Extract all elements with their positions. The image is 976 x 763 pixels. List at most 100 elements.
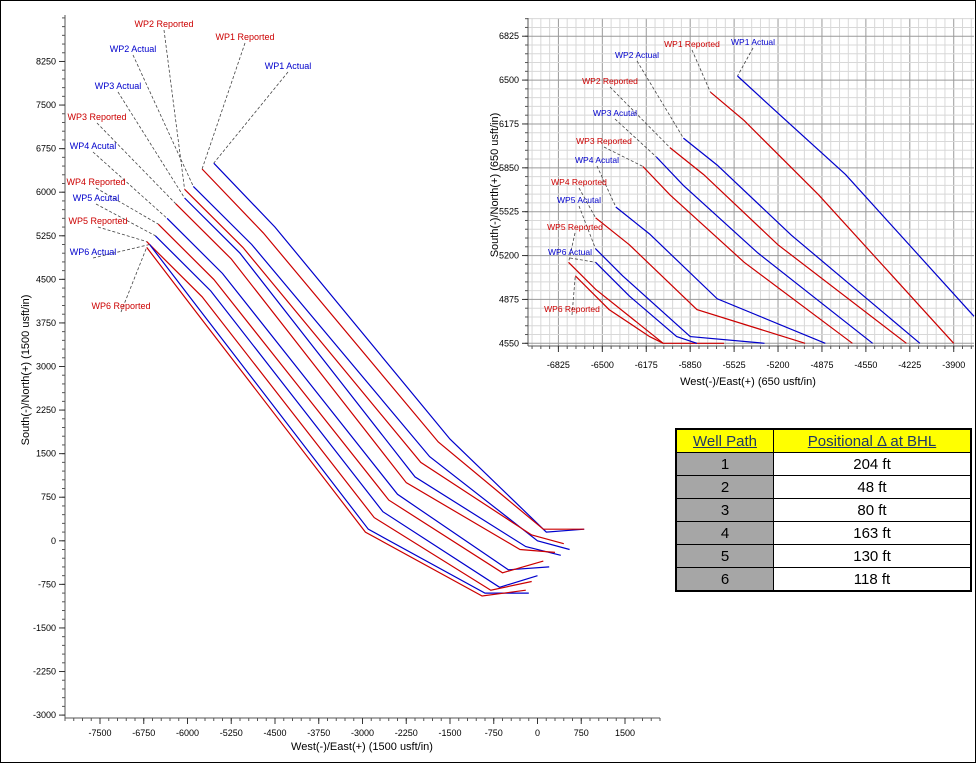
- series-annotation: WP6 Actual: [70, 247, 117, 257]
- table-header-row: Well Path Positional Δ at BHL: [675, 428, 972, 453]
- y-tick-label: 4875: [499, 294, 519, 304]
- series-annotation: WP4 Acutal: [70, 141, 117, 151]
- series-annotation: WP3 Acutal: [593, 108, 637, 118]
- well-path-cell: 1: [675, 452, 774, 476]
- table-row: 6 118 ft: [675, 567, 972, 592]
- y-tick-label: -1500: [33, 623, 56, 633]
- annotation-leader-line: [568, 232, 576, 263]
- series-line-wp1-actual: [213, 162, 585, 533]
- x-tick-label: -5200: [767, 360, 790, 370]
- annotation-leader-line: [571, 275, 576, 316]
- annotation-leader-line: [603, 146, 644, 167]
- series-line-wp5-actual: [154, 235, 538, 588]
- series-line-wp3-actual: [655, 156, 873, 344]
- well-path-cell: 3: [675, 498, 774, 522]
- delta-cell: 163 ft: [773, 521, 972, 545]
- x-tick-label: -4225: [898, 360, 921, 370]
- table-row: 2 48 ft: [675, 475, 972, 499]
- series-line-wp1-reported: [201, 168, 585, 530]
- series-line-wp1-reported: [710, 91, 955, 344]
- series-line-wp5-reported: [146, 241, 532, 591]
- x-tick-label: -1500: [438, 728, 461, 738]
- y-tick-label: 5850: [499, 163, 519, 173]
- annotation-leader-line: [95, 187, 159, 225]
- series-line-wp4-actual: [615, 206, 826, 344]
- y-tick-label: 6175: [499, 119, 519, 129]
- table-row: 1 204 ft: [675, 452, 972, 476]
- series-annotation: WP4 Acutal: [575, 155, 619, 165]
- main-x-axis-label: West(-)/East(+) (1500 usft/in): [291, 741, 433, 753]
- annotation-leader-line: [120, 247, 148, 313]
- y-tick-label: 7500: [36, 100, 56, 110]
- series-annotation: WP4 Reported: [66, 177, 125, 187]
- series-annotation: WP1 Actual: [265, 61, 312, 71]
- annotation-leader-line: [201, 42, 246, 170]
- well-path-cell: 4: [675, 521, 774, 545]
- delta-cell: 118 ft: [773, 567, 972, 592]
- series-annotation: WP3 Reported: [67, 112, 126, 122]
- x-tick-label: -4875: [810, 360, 833, 370]
- series-annotation: WP2 Reported: [582, 76, 638, 86]
- annotation-leader-line: [96, 122, 177, 205]
- annotation-leader-line: [163, 29, 185, 190]
- series-line-wp6-actual: [595, 261, 698, 344]
- series-annotation: WP3 Actual: [95, 81, 142, 91]
- y-tick-label: 4500: [36, 274, 56, 284]
- x-tick-label: -5250: [220, 728, 243, 738]
- x-tick-label: -6750: [132, 728, 155, 738]
- series-line-wp5-reported: [568, 261, 724, 344]
- series-line-wp6-reported: [146, 247, 526, 597]
- x-tick-label: -6500: [591, 360, 614, 370]
- x-tick-label: -7500: [88, 728, 111, 738]
- x-tick-label: -4550: [854, 360, 877, 370]
- series-line-wp5-actual: [595, 248, 765, 344]
- y-tick-label: -2250: [33, 667, 56, 677]
- y-tick-label: 5525: [499, 207, 519, 217]
- series-line-wp4-actual: [166, 217, 550, 571]
- x-tick-label: -6000: [176, 728, 199, 738]
- x-tick-label: -4500: [263, 728, 286, 738]
- inset-x-axis-label: West(-)/East(+) (650 usft/in): [680, 376, 816, 388]
- annotation-leader-line: [614, 118, 657, 158]
- series-line-wp2-reported: [669, 147, 907, 344]
- series-annotation: WP2 Actual: [615, 50, 659, 60]
- series-line-wp2-actual: [683, 137, 921, 344]
- x-tick-label: 0: [535, 728, 540, 738]
- y-tick-label: -3000: [33, 710, 56, 720]
- y-tick-label: 6500: [499, 75, 519, 85]
- series-annotation: WP6 Reported: [544, 304, 600, 314]
- annotation-leader-line: [132, 54, 194, 187]
- x-tick-label: -6175: [635, 360, 658, 370]
- x-tick-label: -6825: [547, 360, 570, 370]
- x-tick-label: 750: [574, 728, 589, 738]
- series-line-wp3-reported: [642, 166, 853, 344]
- y-tick-label: 1500: [36, 449, 56, 459]
- table-row: 5 130 ft: [675, 544, 972, 568]
- y-tick-label: 2250: [36, 405, 56, 415]
- y-tick-label: 750: [41, 492, 56, 502]
- annotation-leader-line: [609, 86, 671, 148]
- y-tick-label: 3750: [36, 318, 56, 328]
- y-tick-label: 0: [51, 536, 56, 546]
- y-tick-label: 4550: [499, 338, 519, 348]
- x-tick-label: 1500: [615, 728, 635, 738]
- header-positional-delta: Positional Δ at BHL: [773, 428, 972, 453]
- well-path-cell: 5: [675, 544, 774, 568]
- annotation-leader-line: [578, 205, 596, 249]
- annotation-leader-line: [596, 165, 617, 208]
- y-tick-label: 6000: [36, 187, 56, 197]
- x-tick-label: -5850: [679, 360, 702, 370]
- annotation-leader-line: [578, 187, 596, 218]
- x-tick-label: -5525: [723, 360, 746, 370]
- series-line-wp2-actual: [192, 185, 570, 551]
- annotation-leader-line: [97, 226, 147, 242]
- series-line-wp4-reported: [595, 217, 806, 344]
- series-annotation: WP1 Reported: [215, 32, 274, 42]
- main-y-axis-label: South(-)/North(+) (1500 usft/in): [20, 295, 32, 446]
- delta-cell: 48 ft: [773, 475, 972, 499]
- inset-y-axis-label: South(-)/North(+) (650 usft/in): [489, 113, 501, 258]
- series-annotation: WP5 Acutal: [557, 195, 601, 205]
